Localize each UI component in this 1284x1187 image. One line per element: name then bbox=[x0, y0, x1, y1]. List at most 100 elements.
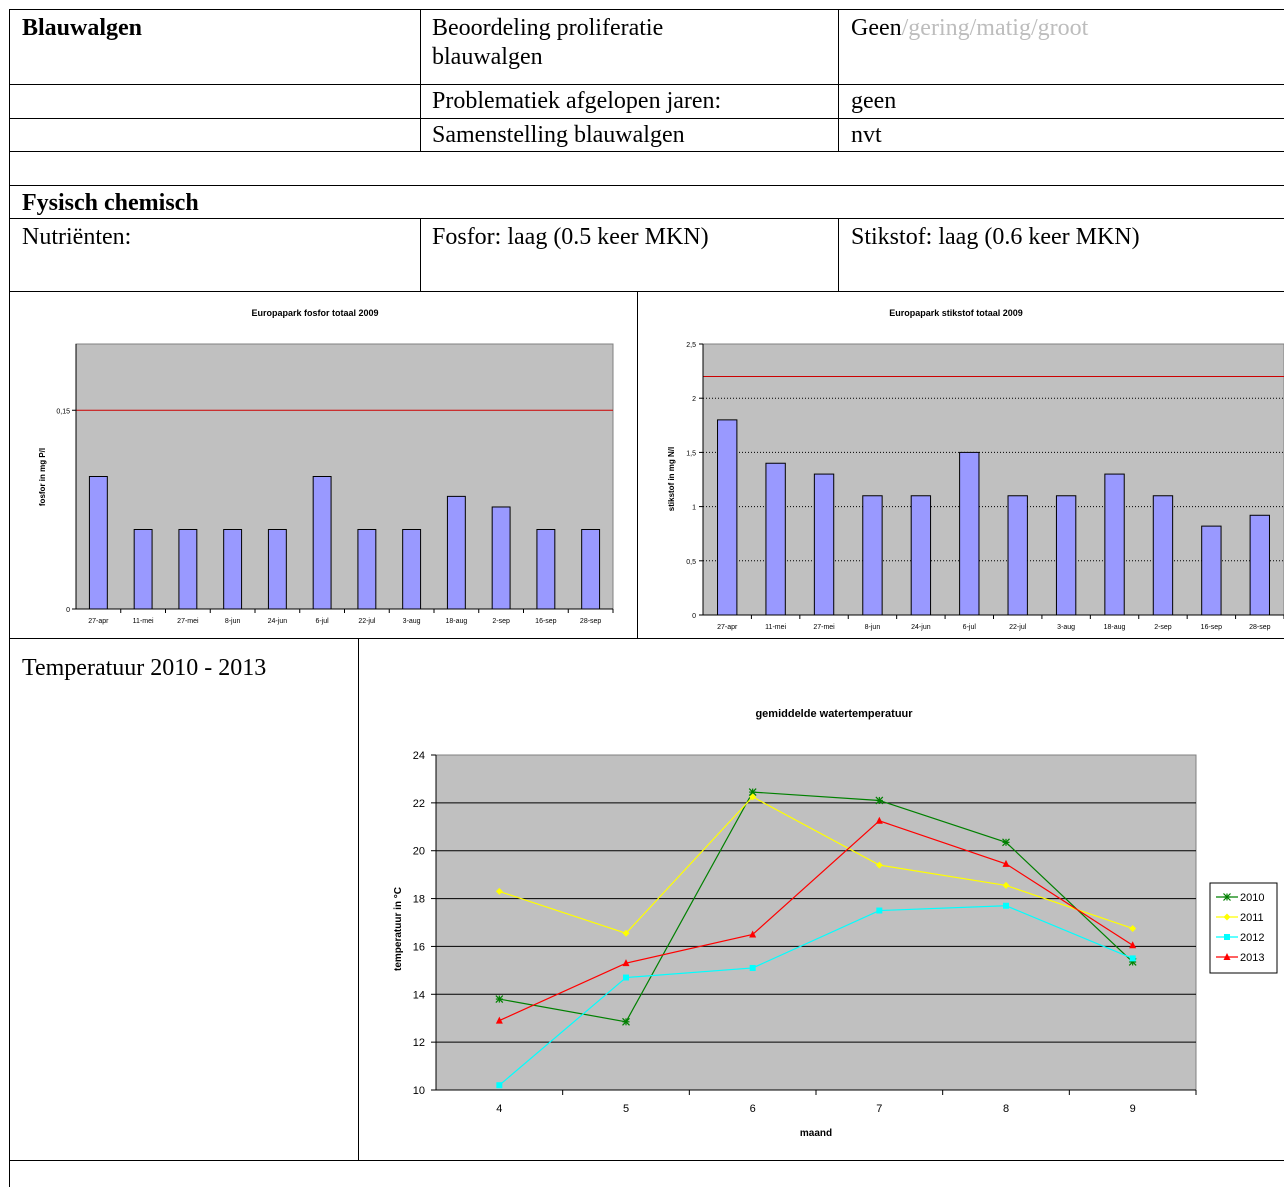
row-divider bbox=[9, 118, 1284, 119]
bar-6-jul bbox=[959, 451, 980, 616]
blauwalgen-heading: Blauwalgen bbox=[22, 15, 143, 41]
bar-24-jun bbox=[910, 495, 932, 616]
data-point-2012 bbox=[1003, 902, 1009, 909]
table-border-left bbox=[9, 9, 10, 1187]
plot-area bbox=[702, 343, 1284, 616]
data-point-2013 bbox=[1129, 941, 1137, 949]
row-divider bbox=[9, 185, 1284, 186]
x-tick-label: 6-jul bbox=[316, 618, 330, 625]
data-point-2012 bbox=[496, 1082, 503, 1089]
data-point-2013 bbox=[1002, 859, 1010, 867]
x-tick-label: 28-sep bbox=[580, 618, 602, 625]
x-tick-label: 9 bbox=[1130, 1103, 1136, 1115]
y-tick-label: 2,5 bbox=[686, 342, 696, 349]
data-point-2011 bbox=[495, 887, 503, 895]
table-border-top bbox=[9, 9, 1284, 10]
bar-28-sep bbox=[1249, 514, 1270, 616]
x-tick-label: 27-apr bbox=[88, 618, 109, 625]
column-divider bbox=[420, 9, 421, 151]
legend-marker-2011 bbox=[1223, 913, 1231, 921]
series-line-2011 bbox=[499, 796, 1133, 934]
x-tick-label: 5 bbox=[623, 1103, 629, 1115]
y-tick-label: 0,5 bbox=[686, 559, 696, 566]
plot-area bbox=[435, 754, 1197, 1091]
bar-2-sep bbox=[1152, 495, 1174, 616]
row-divider bbox=[9, 638, 1284, 639]
composition-value: nvt bbox=[851, 122, 882, 148]
bar-27-mei bbox=[813, 473, 835, 616]
legend-box bbox=[1209, 882, 1278, 974]
series-line-2012 bbox=[498, 905, 1133, 1086]
fosfor-bar-chart: Europapark fosfor totaal 2009 fosfor in … bbox=[38, 308, 614, 625]
bar-22-jul bbox=[357, 529, 377, 610]
data-point-2013 bbox=[622, 959, 630, 967]
data-point-2011 bbox=[1002, 881, 1010, 889]
row-divider bbox=[9, 151, 1284, 152]
bar-6-jul bbox=[312, 476, 332, 610]
composition-label: Samenstelling blauwalgen bbox=[432, 122, 685, 148]
y-tick-label: 1,5 bbox=[686, 450, 696, 457]
x-tick-label: 28-sep bbox=[1249, 624, 1271, 631]
legend-label-2013: 2013 bbox=[1240, 952, 1264, 964]
y-tick-label: 0 bbox=[66, 607, 70, 614]
column-divider bbox=[358, 638, 359, 1160]
x-tick-label: 8 bbox=[1003, 1103, 1009, 1115]
data-point-2011 bbox=[622, 929, 630, 937]
y-tick-label: 0 bbox=[692, 613, 696, 620]
data-point-2013 bbox=[749, 930, 757, 938]
x-tick-label: 24-jun bbox=[268, 618, 288, 625]
y-axis-label: stikstof in mg N/l bbox=[667, 447, 676, 511]
proliferation-selected: Geen bbox=[851, 15, 902, 41]
bar-16-sep bbox=[1201, 525, 1222, 616]
y-tick-label: 14 bbox=[413, 989, 425, 1001]
data-point-2010 bbox=[875, 796, 884, 805]
proliferation-label: Beoordeling proliferatie blauwalgen bbox=[432, 14, 663, 72]
x-tick-label: 16-sep bbox=[1201, 624, 1223, 631]
y-tick-label: 24 bbox=[413, 750, 425, 762]
legend-label-2010: 2010 bbox=[1240, 892, 1264, 904]
x-tick-label: 6-jul bbox=[963, 624, 977, 631]
data-point-2011 bbox=[1129, 924, 1137, 932]
y-axis-label: temperatuur in °C bbox=[393, 887, 404, 971]
bar-27-mei bbox=[178, 529, 198, 610]
data-point-2012 bbox=[749, 964, 756, 971]
bar-18-aug bbox=[446, 495, 466, 610]
bar-27-apr bbox=[88, 476, 108, 610]
x-tick-label: 22-jul bbox=[1009, 624, 1027, 631]
legend-marker-2012 bbox=[1224, 934, 1230, 940]
y-tick-label: 16 bbox=[413, 941, 425, 953]
x-tick-label: 22-jul bbox=[358, 618, 376, 625]
data-point-2010 bbox=[1002, 838, 1010, 847]
stikstof-assessment: Stikstof: laag (0.6 keer MKN) bbox=[851, 224, 1140, 250]
data-point-2012 bbox=[876, 907, 883, 914]
bar-27-apr bbox=[717, 419, 738, 616]
bar-16-sep bbox=[536, 529, 556, 610]
bar-24-jun bbox=[267, 529, 287, 610]
history-label: Problematiek afgelopen jaren: bbox=[432, 88, 722, 114]
data-point-2010 bbox=[622, 1017, 630, 1026]
proliferation-label-line1: Beoordeling proliferatie bbox=[432, 15, 664, 41]
column-divider bbox=[838, 218, 839, 291]
y-tick-label: 0,15 bbox=[56, 408, 70, 415]
bar-11-mei bbox=[133, 529, 153, 610]
y-tick-label: 18 bbox=[413, 894, 425, 906]
temperature-line-chart: gemiddelde watertemperatuur 10 12 14 16 18 20… bbox=[393, 708, 1278, 1139]
proliferation-value: Geen/gering/matig/groot bbox=[851, 14, 1088, 43]
x-tick-label: 27-mei bbox=[177, 618, 199, 625]
legend-label-2011: 2011 bbox=[1240, 912, 1264, 924]
column-divider bbox=[838, 9, 839, 151]
x-tick-label: 11-mei bbox=[765, 624, 786, 631]
x-tick-label: 24-jun bbox=[911, 624, 931, 631]
x-tick-label: 16-sep bbox=[535, 618, 557, 625]
data-point-2011 bbox=[749, 793, 757, 801]
row-divider bbox=[9, 218, 1284, 219]
bar-22-jul bbox=[1007, 495, 1028, 616]
data-point-2013 bbox=[495, 1016, 503, 1024]
chart-title: Europapark stikstof totaal 2009 bbox=[889, 308, 1023, 318]
bar-11-mei bbox=[765, 462, 786, 616]
y-tick-label: 22 bbox=[413, 798, 425, 810]
chart-title: Europapark fosfor totaal 2009 bbox=[251, 308, 378, 318]
bar-8-jun bbox=[862, 495, 883, 616]
row-divider bbox=[9, 291, 1284, 292]
series-line-2010 bbox=[499, 791, 1134, 1023]
